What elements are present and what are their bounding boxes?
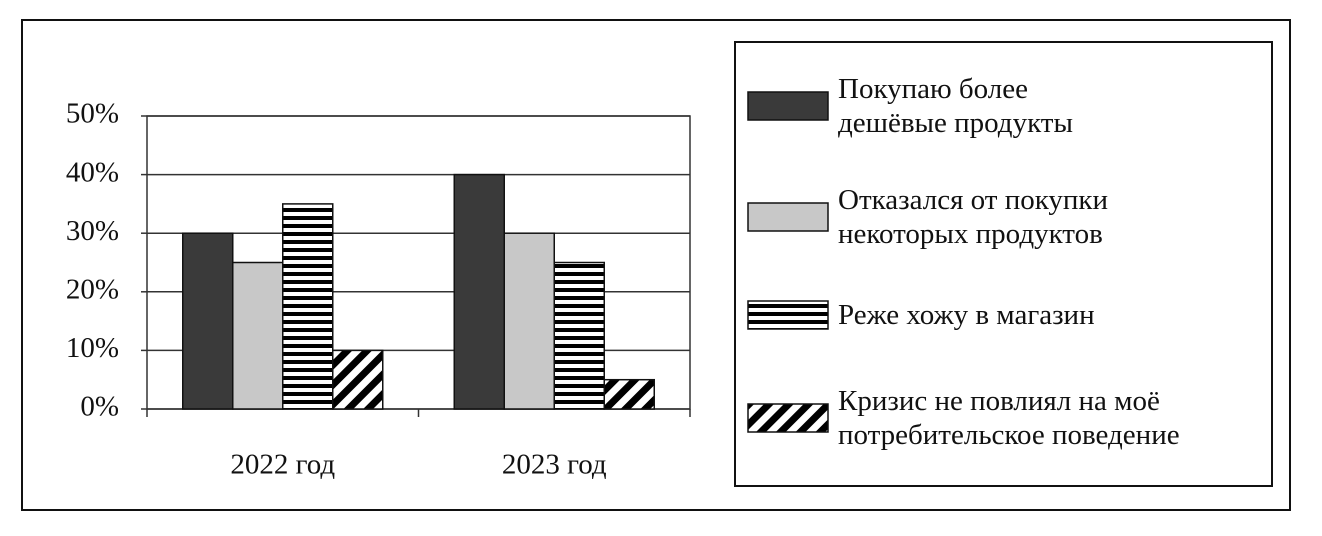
- legend-label: Кризис не повлиял на моё потребительское…: [838, 385, 1180, 451]
- y-tick-label: 40%: [66, 156, 119, 188]
- legend-swatch: [747, 202, 829, 232]
- bar: [603, 378, 655, 410]
- bar: [553, 261, 605, 410]
- bar: [453, 173, 505, 410]
- bar: [503, 232, 555, 410]
- y-tick-label: 0%: [80, 391, 119, 423]
- legend-label: Покупаю более дешёвые продукты: [838, 73, 1073, 139]
- y-tick-label: 10%: [66, 332, 119, 364]
- x-tick-label: 2023 год: [502, 449, 607, 481]
- frame: [21, 19, 1291, 511]
- legend-label: Отказался от покупки некоторых продуктов: [838, 184, 1109, 250]
- y-tick-label: 20%: [66, 273, 119, 305]
- legend-box: [734, 41, 1273, 487]
- legend-swatch: [747, 403, 829, 433]
- y-tick-label: 50%: [66, 98, 119, 130]
- bar: [332, 349, 384, 410]
- bar: [182, 232, 234, 410]
- legend-label: Реже хожу в магазин: [838, 299, 1095, 331]
- y-tick-label: 30%: [66, 215, 119, 247]
- bar: [232, 261, 284, 410]
- bar: [282, 203, 334, 410]
- x-tick-label: 2022 год: [230, 449, 335, 481]
- legend-swatch: [747, 91, 829, 121]
- legend-swatch: [747, 300, 829, 330]
